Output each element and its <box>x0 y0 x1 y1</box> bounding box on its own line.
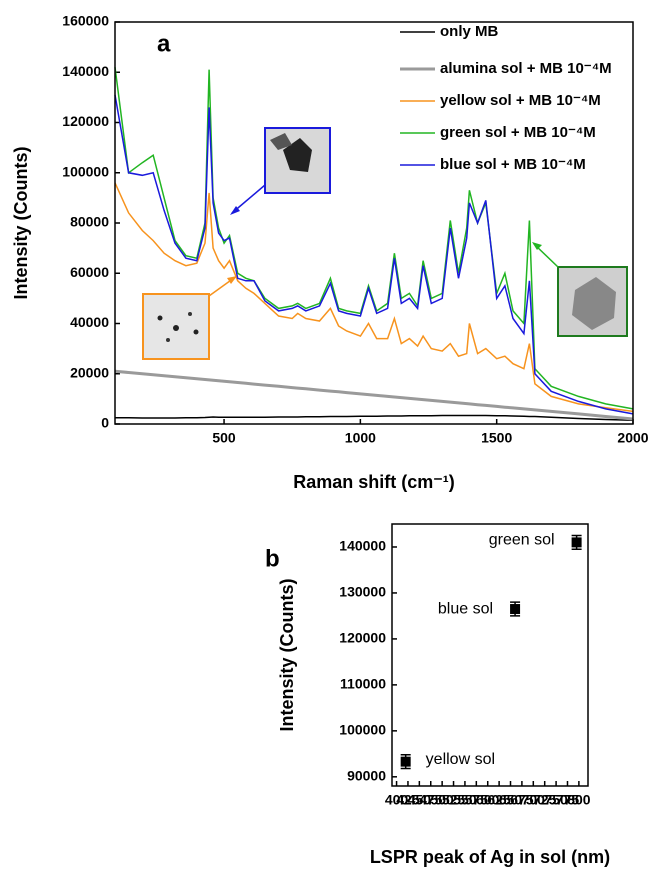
x-tick-label: 575 <box>465 792 489 808</box>
series-line <box>115 414 634 421</box>
point <box>571 537 582 548</box>
arrow-head <box>532 242 542 250</box>
panel-title: a <box>157 30 171 57</box>
x-tick-label: 1000 <box>345 430 376 446</box>
x-tick-label: 500 <box>212 430 236 446</box>
x-tick-label: 775 <box>556 792 580 808</box>
plot-frame <box>114 21 634 425</box>
y-axis-title: Intensity (Counts) <box>277 579 297 732</box>
inset-green <box>557 266 628 337</box>
x-tick-label: 1500 <box>481 430 512 446</box>
x-tick-label: 650 <box>499 792 523 808</box>
x-tick-label: 500 <box>430 792 454 808</box>
y-axis-title: Intensity (Counts) <box>11 147 31 300</box>
x-axis-title: Raman shift (cm⁻¹) <box>293 472 455 492</box>
x-tick-label: 675 <box>510 792 534 808</box>
x-tick-label: 750 <box>544 792 568 808</box>
y-tick-label: 130000 <box>339 584 386 600</box>
y-tick-label: 100000 <box>339 722 386 738</box>
series-line <box>114 182 634 413</box>
legend-label: only MB <box>440 23 498 40</box>
inset-orange <box>142 293 210 360</box>
legend-label: blue sol + MB 10⁻⁴M <box>440 156 586 173</box>
inset-blue <box>264 127 331 194</box>
legend-label: green sol + MB 10⁻⁴M <box>440 124 596 141</box>
x-axis-title: LSPR peak of Ag in sol (nm) <box>370 847 610 867</box>
x-tick-label: 450 <box>408 792 432 808</box>
point-label: blue sol <box>438 600 493 617</box>
point-label: yellow sol <box>426 751 495 768</box>
point <box>400 756 411 767</box>
x-tick-label: 700 <box>522 792 546 808</box>
legend-label: yellow sol + MB 10⁻⁴M <box>440 92 601 109</box>
x-tick-label: 425 <box>396 792 420 808</box>
x-tick-label: 800 <box>567 792 591 808</box>
point-label: green sol <box>489 532 555 549</box>
y-tick-label: 110000 <box>340 676 386 692</box>
y-tick-label: 90000 <box>347 768 386 784</box>
y-tick-label: 160000 <box>62 13 109 29</box>
x-tick-label: 550 <box>453 792 477 808</box>
y-tick-label: 120000 <box>339 630 386 646</box>
x-tick-label: 525 <box>442 792 466 808</box>
y-tick-label: 140000 <box>339 538 386 554</box>
series-line <box>114 94 634 415</box>
y-tick-label: 40000 <box>70 314 109 330</box>
series-line <box>114 369 634 421</box>
x-tick-label: 475 <box>419 792 443 808</box>
arrow-head <box>227 276 237 284</box>
x-tick-label: 725 <box>533 792 557 808</box>
x-tick-label: 400 <box>385 792 409 808</box>
y-tick-label: 100000 <box>62 163 109 179</box>
y-tick-label: 0 <box>101 415 109 431</box>
legend-label: alumina sol + MB 10⁻⁴M <box>440 60 612 77</box>
y-tick-label: 80000 <box>70 214 109 230</box>
x-tick-label: 600 <box>476 792 500 808</box>
y-tick-label: 60000 <box>70 264 109 280</box>
y-tick-label: 20000 <box>70 364 109 380</box>
panel-title: b <box>265 545 280 572</box>
y-tick-label: 140000 <box>62 63 109 79</box>
x-tick-label: 625 <box>487 792 511 808</box>
plot-frame <box>391 523 589 787</box>
y-tick-label: 120000 <box>62 113 109 129</box>
point <box>510 604 521 615</box>
arrow-head <box>230 206 240 215</box>
x-tick-label: 2000 <box>617 430 648 446</box>
